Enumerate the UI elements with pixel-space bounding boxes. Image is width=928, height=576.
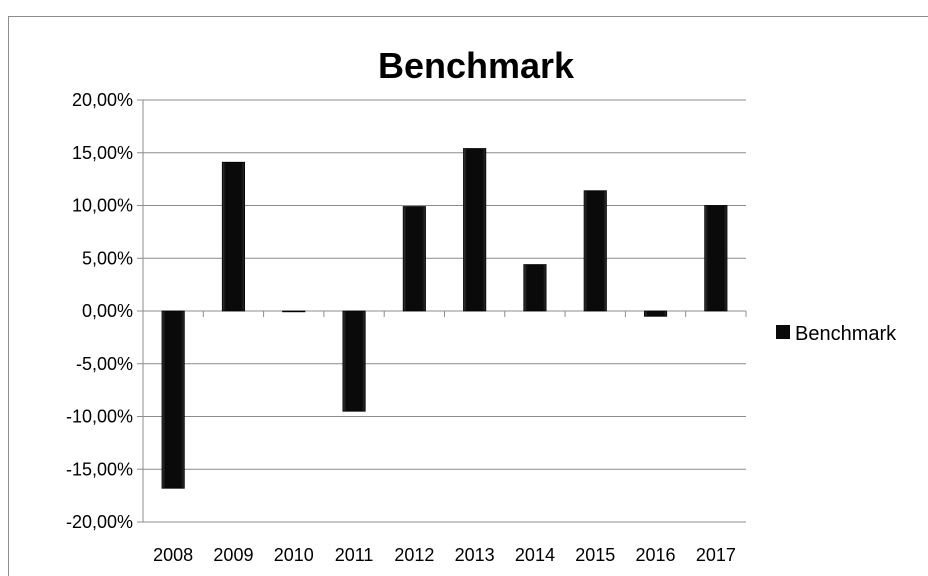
x-tick-label: 2015 bbox=[575, 545, 615, 565]
y-tick-label: 5,00% bbox=[82, 248, 133, 268]
y-tick-labels: 20,00% 15,00% 10,00% 5,00% 0,00% -5,00% -10,00… bbox=[66, 90, 133, 532]
x-tick-label: 2009 bbox=[213, 545, 253, 565]
bar bbox=[583, 190, 607, 312]
y-tick-label: 15,00% bbox=[72, 143, 133, 163]
bar bbox=[704, 205, 728, 312]
bar bbox=[161, 310, 185, 489]
bar bbox=[221, 161, 246, 312]
x-tick-label: 2012 bbox=[394, 545, 434, 565]
bar bbox=[342, 310, 366, 412]
x-tick-label: 2011 bbox=[335, 545, 374, 565]
bar bbox=[463, 148, 487, 312]
chart-title: Benchmark bbox=[378, 45, 575, 86]
bar bbox=[643, 310, 668, 317]
y-tick-label: 0,00% bbox=[82, 301, 133, 321]
y-tick-label: 20,00% bbox=[72, 90, 133, 110]
y-tick-label: -15,00% bbox=[66, 459, 133, 479]
bar bbox=[402, 206, 426, 312]
legend-label: Benchmark bbox=[795, 323, 897, 345]
x-tick-label: 2008 bbox=[153, 545, 193, 565]
y-tick-label: 10,00% bbox=[72, 196, 133, 216]
x-tick-label: 2013 bbox=[455, 545, 495, 565]
y-tick-label: -10,00% bbox=[66, 407, 133, 427]
bars bbox=[161, 148, 728, 489]
chart-frame bbox=[8, 16, 928, 576]
x-tick-label: 2016 bbox=[636, 545, 676, 565]
y-tick-label: -5,00% bbox=[76, 354, 133, 374]
x-tick-labels: 2008 2009 2010 2011 2012 2013 2014 2015 2016 2017 bbox=[153, 545, 736, 565]
y-tick-label: -20,00% bbox=[66, 512, 133, 532]
legend: Benchmark bbox=[776, 323, 897, 345]
x-tick-label: 2017 bbox=[696, 545, 736, 565]
x-tick-label: 2010 bbox=[274, 545, 314, 565]
legend-swatch bbox=[776, 325, 790, 339]
bar bbox=[282, 310, 306, 313]
bar bbox=[523, 264, 547, 312]
x-tick-label: 2014 bbox=[515, 545, 555, 565]
